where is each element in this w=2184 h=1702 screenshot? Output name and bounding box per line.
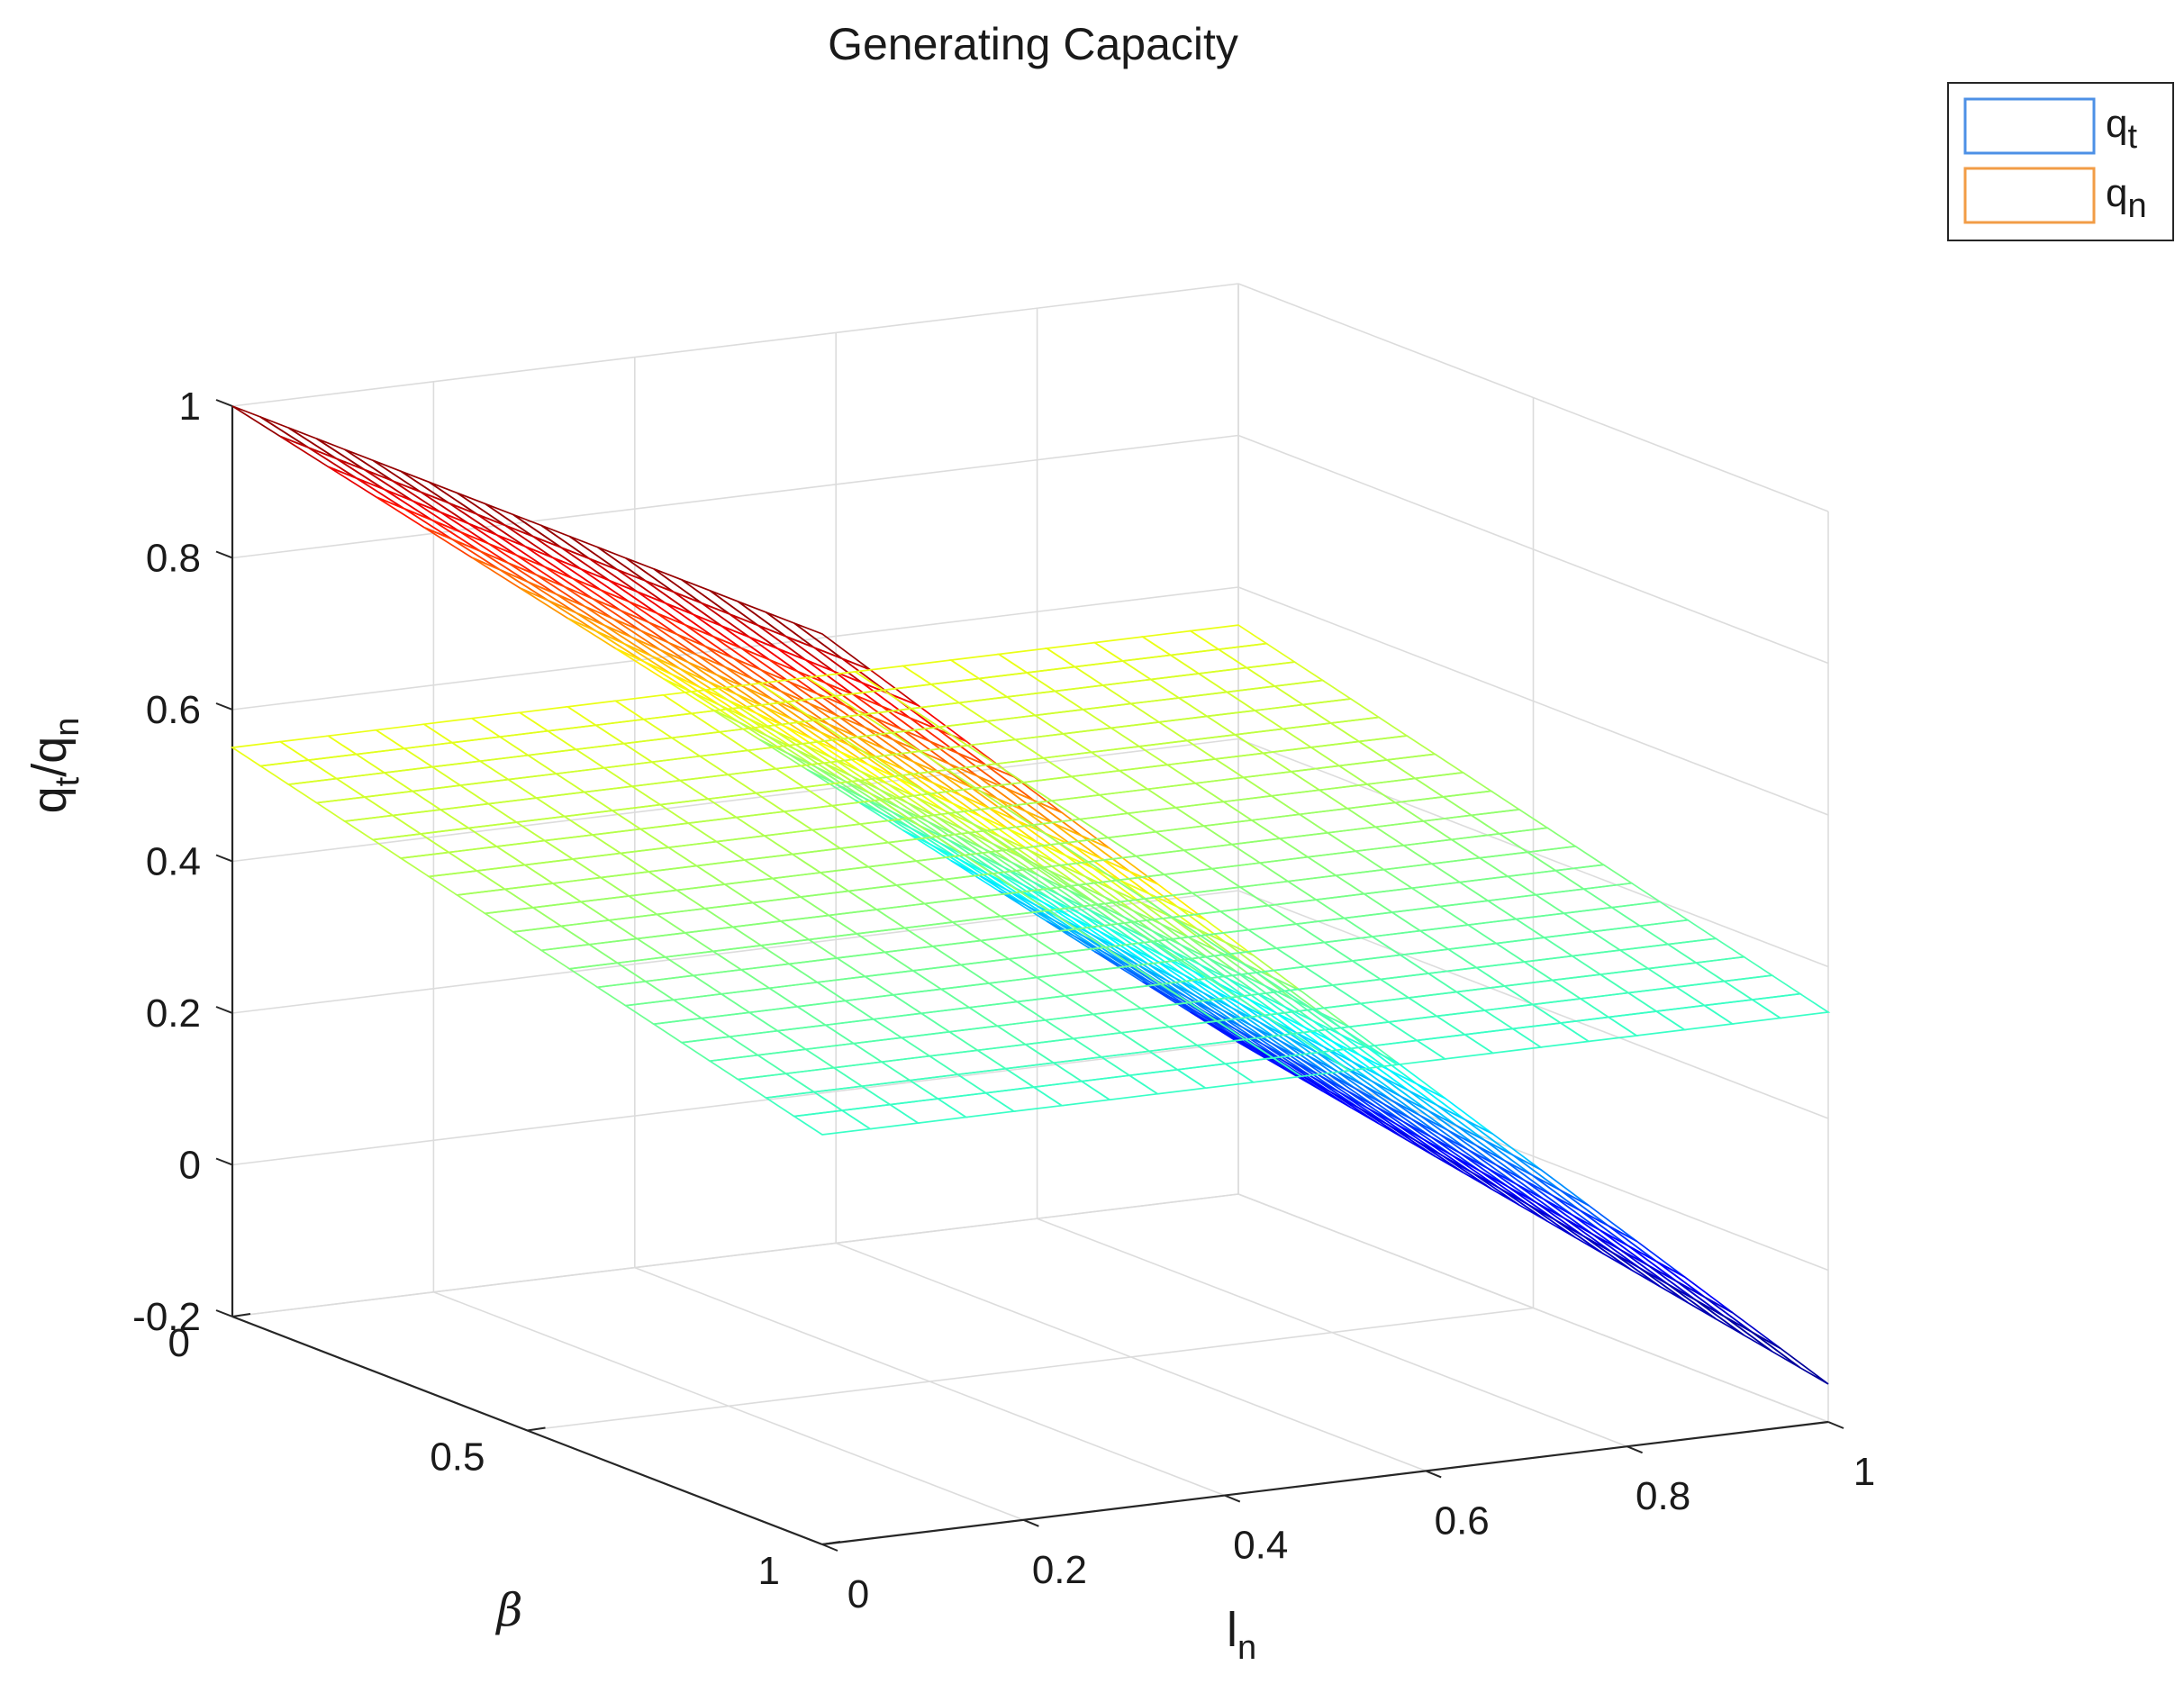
y-tick-mark-0: [231, 1313, 251, 1317]
y-tick-label-0: 0: [168, 1321, 190, 1365]
x-tick-mark-4: [1627, 1445, 1643, 1454]
y-tick-mark-2: [821, 1541, 841, 1545]
x-tick-label-4: 0.8: [1636, 1474, 1690, 1518]
z-tick-mark-5: [215, 550, 233, 559]
side-wall-z-5: [1237, 434, 1829, 665]
z-tick-mark-2: [215, 1006, 233, 1014]
side-wall-z-3: [1237, 738, 1829, 968]
mesh-cell-q_n: [1750, 992, 1831, 1019]
legend: qt qn: [1947, 82, 2174, 241]
x-tick-label-2: 0.4: [1233, 1524, 1288, 1568]
z-tick-label-3: 0.4: [146, 840, 201, 884]
y-tick-label-2: 1: [758, 1549, 780, 1593]
z-label-part-0: q: [23, 786, 77, 813]
x-tick-label-3: 0.6: [1435, 1498, 1490, 1543]
x-tick-mark-0: [821, 1544, 838, 1552]
z-tick-label-2: 0.2: [146, 991, 201, 1036]
z-tick-label-0: -0.2: [132, 1295, 201, 1339]
side-wall-z-0: [1237, 1193, 1829, 1423]
x-label-main: l: [1227, 1603, 1237, 1657]
z-tick-label-1: 0: [179, 1144, 201, 1188]
z-axis-label: qt/qn: [23, 718, 86, 814]
surfaces: [230, 405, 1831, 1385]
back-wall-z-0: [231, 1193, 1239, 1317]
legend-label-q_t: qt: [2106, 102, 2137, 156]
y-axis-label: β: [495, 1584, 523, 1636]
z-tick-mark-0: [215, 1309, 233, 1317]
x-tick-mark-3: [1425, 1470, 1442, 1479]
z-tick-label-6: 1: [179, 385, 201, 429]
z-tick-mark-4: [215, 702, 233, 711]
z-label-part-3: n: [49, 718, 86, 737]
x-tick-mark-1: [1023, 1518, 1039, 1527]
z-label-part-1: t: [49, 776, 86, 786]
y-tick-mark-1: [527, 1426, 546, 1432]
side-wall-z-4: [1237, 586, 1829, 816]
surface-q_n: [230, 624, 1831, 1136]
floor-grid-y-1: [527, 1307, 1534, 1432]
back-wall-z-5: [231, 434, 1239, 559]
back-wall-z-1: [231, 1041, 1239, 1166]
z-tick-mark-3: [215, 854, 233, 863]
z-tick-mark-1: [215, 1157, 233, 1166]
z-tick-label-5: 0.8: [146, 537, 201, 581]
x-tick-label-1: 0.2: [1032, 1548, 1087, 1592]
back-wall-z-2: [231, 890, 1239, 1014]
back-wall-z-6: [231, 283, 1239, 407]
legend-swatch-q_n: [1963, 167, 2096, 224]
z-tick-label-4: 0.6: [146, 688, 201, 732]
x-axis-label: ln: [1227, 1603, 1256, 1667]
x-axis-line: [821, 1420, 1829, 1546]
mesh-cell-q_t: [1752, 1331, 1829, 1385]
back-wall-z-3: [231, 738, 1239, 863]
z-tick-mark-6: [215, 399, 233, 407]
z-label-part-2: /q: [23, 737, 77, 777]
y-tick-label-1: 0.5: [430, 1435, 485, 1480]
legend-label-q_n: qn: [2106, 171, 2147, 225]
chart-title: Generating Capacity: [828, 19, 1238, 69]
side-wall-z-6: [1237, 283, 1829, 512]
legend-swatch-q_t: [1963, 97, 2096, 155]
x-tick-mark-5: [1827, 1421, 1844, 1429]
x-tick-label-0: 0: [847, 1572, 869, 1616]
x-tick-label-5: 1: [1853, 1450, 1875, 1494]
x-tick-mark-2: [1224, 1494, 1241, 1503]
back-wall-z-4: [231, 586, 1239, 711]
svg-text:qt/qn: qt/qn: [23, 718, 86, 814]
x-label-sub: n: [1237, 1629, 1256, 1667]
